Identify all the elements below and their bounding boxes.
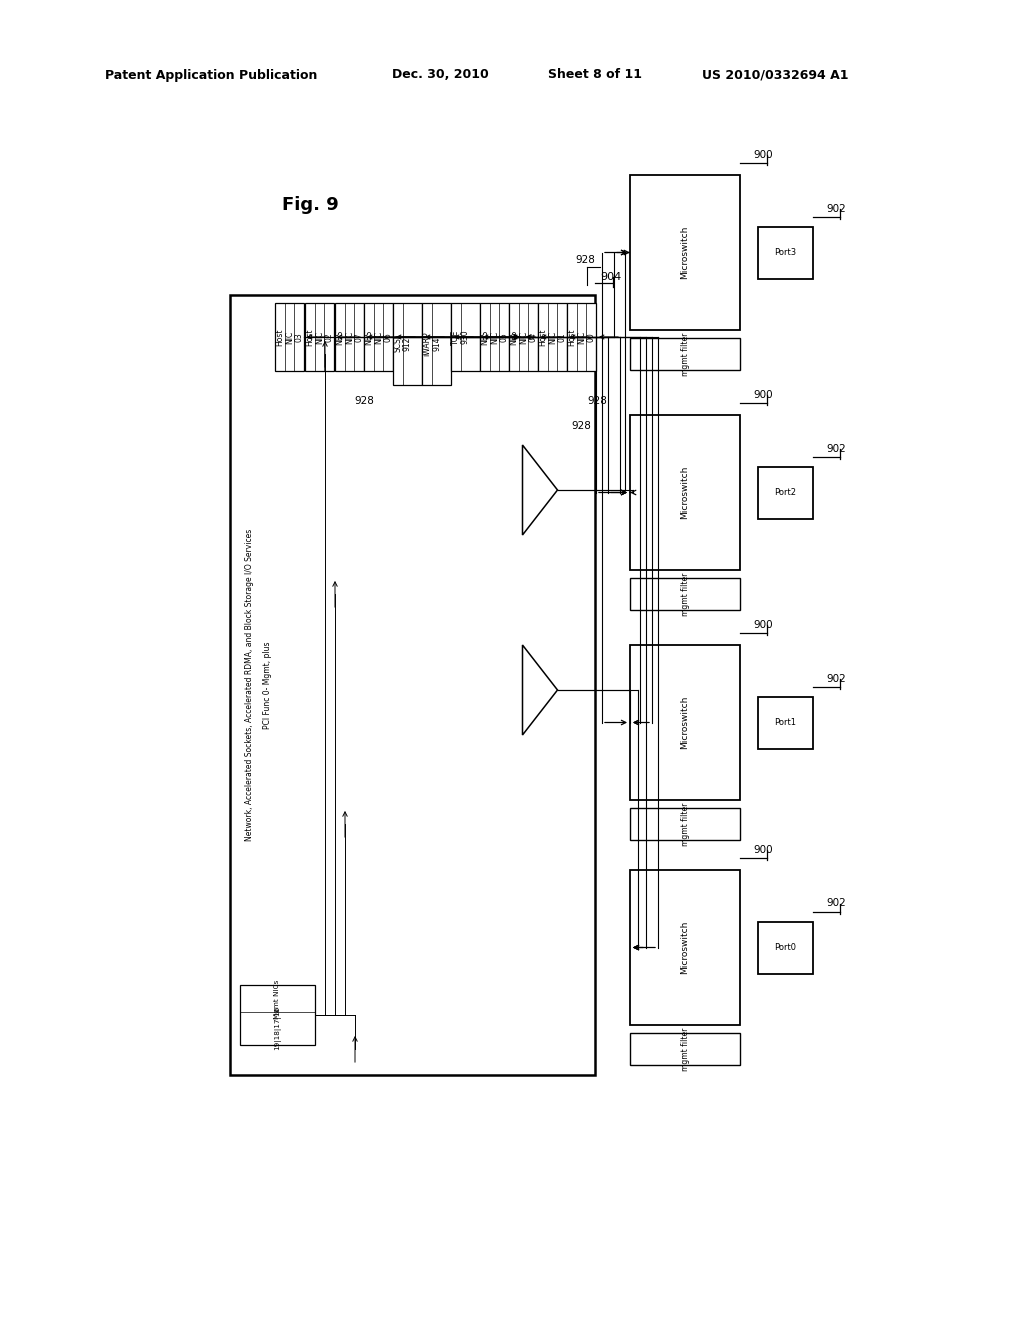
Text: 928: 928 [354, 396, 374, 407]
Text: Sheet 8 of 11: Sheet 8 of 11 [548, 69, 642, 82]
Text: 900: 900 [753, 845, 773, 855]
Bar [630, 1034, 740, 1065]
Text: Fig. 9: Fig. 9 [282, 195, 338, 214]
Bar [758, 466, 813, 519]
Text: TOE: TOE [452, 330, 461, 345]
Bar [630, 645, 740, 800]
Text: Patent Application Publication: Patent Application Publication [105, 69, 317, 82]
Text: Host: Host [305, 329, 314, 346]
Text: Mgmt NICs: Mgmt NICs [274, 979, 281, 1019]
Text: mgmt filter: mgmt filter [681, 1027, 689, 1071]
Bar [275, 304, 304, 371]
Text: Microswitch: Microswitch [681, 466, 689, 519]
Bar [335, 304, 364, 371]
Text: 928: 928 [587, 396, 607, 407]
Text: 902: 902 [826, 899, 846, 908]
Text: NES: NES [365, 330, 374, 345]
Text: NIC: NIC [315, 330, 324, 343]
Polygon shape [522, 445, 557, 535]
Text: NES: NES [335, 330, 344, 345]
Bar [240, 985, 315, 1045]
Text: NES: NES [480, 330, 489, 345]
Text: Port3: Port3 [774, 248, 797, 257]
Text: US 2010/0332694 A1: US 2010/0332694 A1 [701, 69, 848, 82]
Text: iWARP: iWARP [422, 331, 431, 356]
Text: NIC: NIC [345, 330, 354, 343]
Text: 900: 900 [753, 150, 773, 160]
Bar [538, 304, 567, 371]
Bar [630, 338, 740, 370]
Text: mgmt filter: mgmt filter [681, 573, 689, 615]
Text: NIC: NIC [285, 330, 294, 343]
Bar [758, 227, 813, 279]
Text: NIC: NIC [519, 330, 528, 343]
Text: Port2: Port2 [774, 488, 797, 498]
Text: 902: 902 [826, 444, 846, 454]
Text: 928: 928 [571, 421, 592, 432]
Bar [758, 697, 813, 748]
Text: NIC: NIC [548, 330, 557, 343]
Text: PCI Func 0- Mgmt, plus: PCI Func 0- Mgmt, plus [263, 642, 272, 729]
Text: 900: 900 [753, 389, 773, 400]
Text: Network, Accelerated Sockets, Accelerated RDMA, and Block Storage I/O Services: Network, Accelerated Sockets, Accelerate… [246, 529, 255, 841]
Bar [393, 304, 422, 384]
Text: 902: 902 [826, 673, 846, 684]
Text: NIC: NIC [577, 330, 586, 343]
Text: mgmt filter: mgmt filter [681, 333, 689, 376]
Bar [630, 808, 740, 840]
Text: 914: 914 [432, 337, 441, 351]
Text: Host: Host [539, 329, 548, 346]
Text: 912: 912 [403, 337, 412, 351]
Text: 07: 07 [354, 333, 364, 342]
Bar [758, 921, 813, 974]
Bar [480, 304, 509, 371]
Bar [509, 304, 538, 371]
Text: Host: Host [567, 329, 577, 346]
Bar [630, 176, 740, 330]
Text: NIC: NIC [374, 330, 383, 343]
Text: NIC: NIC [490, 330, 499, 343]
Polygon shape [522, 645, 557, 735]
Text: 930: 930 [461, 330, 470, 345]
Text: 02: 02 [325, 333, 334, 342]
Bar [630, 870, 740, 1026]
Text: 904: 904 [600, 272, 622, 282]
Bar [230, 294, 595, 1074]
Text: Port0: Port0 [774, 942, 797, 952]
Bar [630, 414, 740, 570]
Text: Port1: Port1 [774, 718, 797, 727]
Bar [630, 578, 740, 610]
Text: 928: 928 [575, 255, 595, 265]
Bar [422, 304, 451, 384]
Text: 04: 04 [528, 333, 538, 342]
Text: Dec. 30, 2010: Dec. 30, 2010 [391, 69, 488, 82]
Bar [451, 304, 480, 371]
Text: mgmt filter: mgmt filter [681, 803, 689, 846]
Text: 900: 900 [753, 620, 773, 630]
Text: Microswitch: Microswitch [681, 226, 689, 280]
Text: 19|18|17|16: 19|18|17|16 [274, 1006, 281, 1051]
Text: SCSI: SCSI [393, 335, 402, 352]
Bar [567, 304, 596, 371]
Bar [305, 304, 334, 371]
Text: 01: 01 [558, 333, 566, 342]
Text: 03: 03 [295, 333, 304, 342]
Text: NES: NES [509, 330, 518, 345]
Text: 06: 06 [384, 333, 392, 342]
Text: 902: 902 [826, 203, 846, 214]
Bar [364, 304, 393, 371]
Text: 05: 05 [500, 333, 509, 342]
Text: Microswitch: Microswitch [681, 696, 689, 750]
Text: Microswitch: Microswitch [681, 921, 689, 974]
Text: 00: 00 [587, 333, 596, 342]
Text: Host: Host [275, 329, 285, 346]
